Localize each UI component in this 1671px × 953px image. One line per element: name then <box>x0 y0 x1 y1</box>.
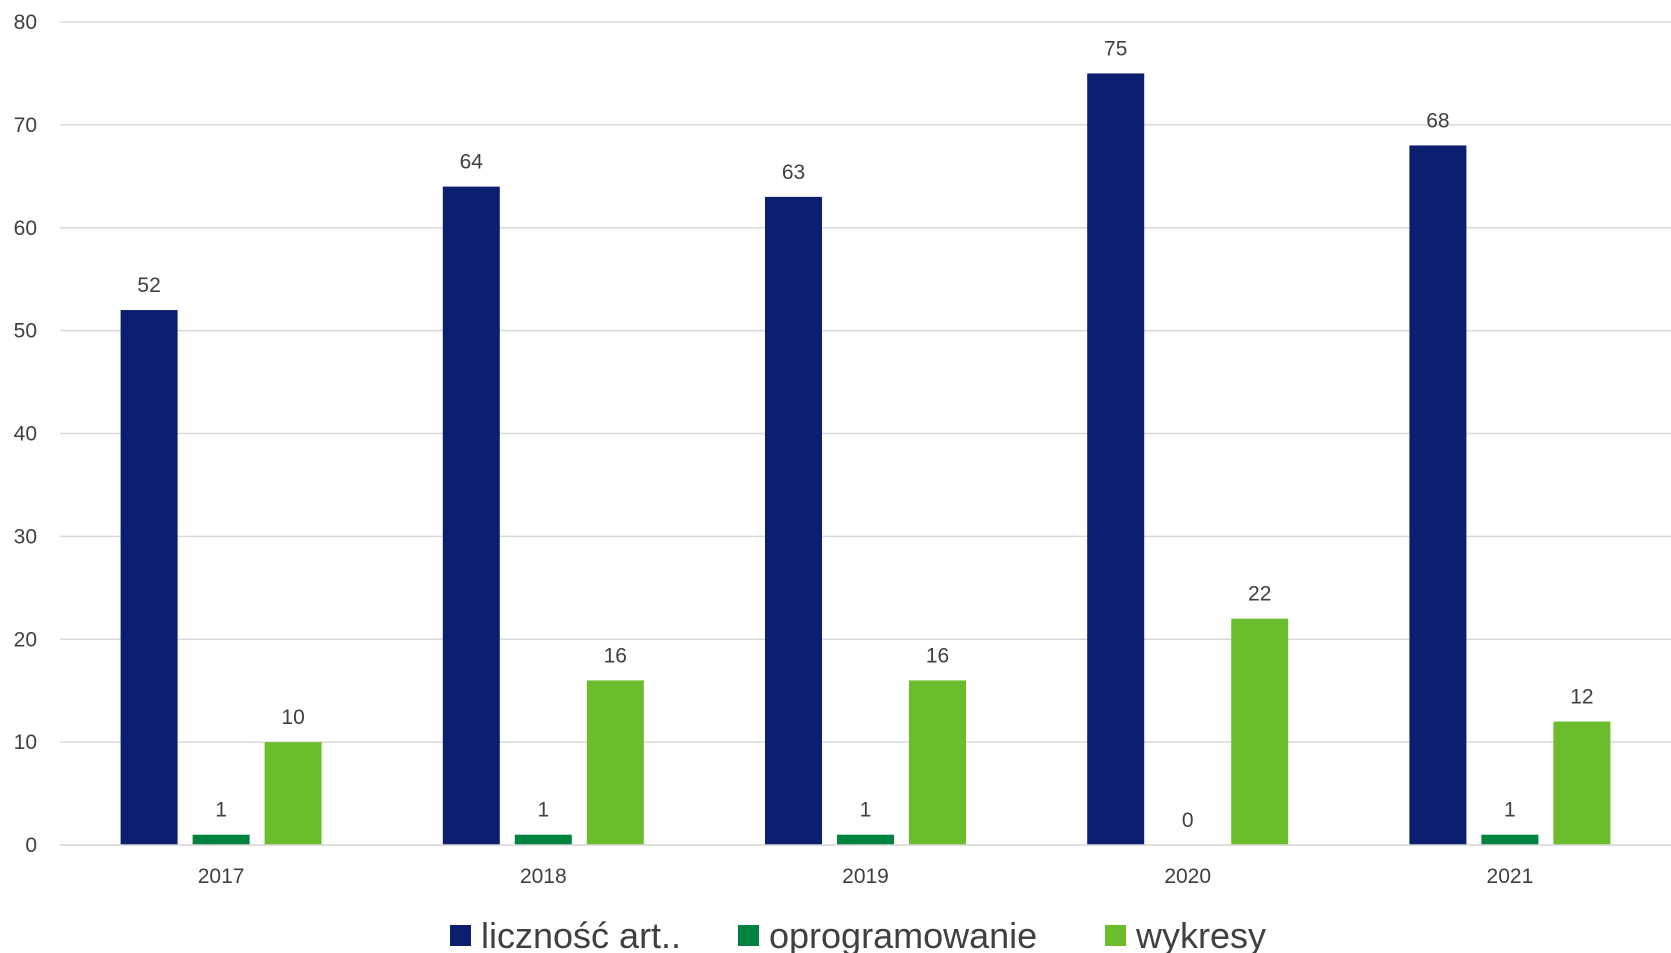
data-label: 1 <box>215 799 227 822</box>
data-label: 1 <box>1504 799 1516 822</box>
y-tick-label: 0 <box>25 834 37 857</box>
bar <box>1481 834 1539 845</box>
y-tick-label: 80 <box>14 11 37 34</box>
x-tick-label: 2018 <box>520 865 567 888</box>
data-label: 22 <box>1248 583 1271 606</box>
bar <box>586 680 644 845</box>
y-axis: 0 10 20 30 40 50 60 70 80 <box>14 11 37 857</box>
data-label: 63 <box>782 161 805 184</box>
y-tick-label: 10 <box>14 731 37 754</box>
legend-swatch <box>450 925 471 946</box>
data-label: 12 <box>1570 686 1593 709</box>
data-label: 52 <box>137 274 160 297</box>
bar <box>442 186 500 846</box>
gridlines <box>60 21 1671 846</box>
legend-label: liczność art.. <box>481 915 681 953</box>
bar <box>264 742 322 845</box>
bar <box>1087 73 1145 845</box>
bars <box>120 73 1611 846</box>
bar <box>1409 145 1467 845</box>
y-tick-label: 50 <box>14 320 37 343</box>
bar <box>514 834 572 845</box>
legend-label: oprogramowanie <box>769 915 1037 953</box>
y-tick-label: 70 <box>14 114 37 137</box>
data-label: 0 <box>1182 809 1194 832</box>
y-tick-label: 20 <box>14 628 37 651</box>
legend: liczność art.. oprogramowanie wykresy <box>450 915 1266 953</box>
bar <box>909 680 966 845</box>
x-tick-label: 2021 <box>1487 865 1534 888</box>
data-label: 10 <box>281 706 304 729</box>
data-label: 1 <box>860 799 872 822</box>
data-label: 16 <box>926 644 949 667</box>
bar <box>837 834 894 845</box>
data-label: 1 <box>537 799 549 822</box>
y-tick-label: 60 <box>14 217 37 240</box>
x-axis: 2017 2018 2019 2020 2021 <box>60 844 1671 888</box>
data-labels: 52 1 10 64 1 16 63 1 16 75 0 22 68 1 12 <box>137 37 1593 832</box>
bar <box>120 310 178 845</box>
bar <box>1553 721 1611 845</box>
bar <box>765 196 822 845</box>
legend-label: wykresy <box>1135 915 1266 953</box>
data-label: 16 <box>604 644 627 667</box>
data-label: 64 <box>460 151 484 174</box>
legend-swatch <box>1105 925 1126 946</box>
bar <box>192 834 250 845</box>
y-tick-label: 40 <box>14 423 37 446</box>
data-label: 75 <box>1104 37 1127 60</box>
data-label: 68 <box>1426 109 1449 132</box>
legend-swatch <box>738 925 759 946</box>
x-tick-label: 2019 <box>842 865 889 888</box>
x-tick-label: 2020 <box>1164 865 1211 888</box>
bar <box>1231 618 1289 845</box>
x-tick-label: 2017 <box>198 865 245 888</box>
y-tick-label: 30 <box>14 525 37 548</box>
